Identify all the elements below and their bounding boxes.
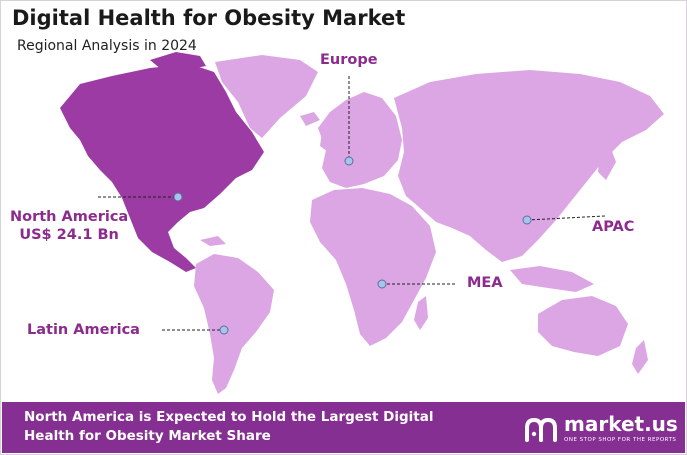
footer-text: North America is Expected to Hold the La…: [24, 409, 434, 444]
page-title: Digital Health for Obesity Market: [12, 6, 406, 30]
japan-shape: [598, 146, 616, 180]
madagascar-shape: [414, 296, 428, 330]
caribbean-shape: [200, 236, 226, 246]
mea-marker: [377, 279, 387, 289]
greenland-shape: [215, 55, 318, 138]
north-america-marker: [173, 192, 183, 202]
world-map: [60, 52, 664, 394]
north-america-value: US$ 24.1 Bn: [19, 227, 119, 243]
asia-shape: [394, 70, 664, 262]
europe-marker: [344, 156, 354, 166]
europe-shape: [318, 92, 402, 188]
southeast-asia-islands-shape: [510, 266, 594, 292]
market-us-logo-icon: [525, 417, 557, 442]
brand-logo: market.us ONE STOP SHOP FOR THE REPORTS: [520, 410, 680, 446]
north-america-shape: [60, 64, 264, 272]
iceland-shape: [300, 112, 320, 126]
footer-banner: North America is Expected to Hold the La…: [2, 402, 685, 453]
latin-america-marker: [219, 325, 229, 335]
brand-tagline: ONE STOP SHOP FOR THE REPORTS: [564, 437, 677, 443]
uk-shape: [320, 126, 336, 152]
page-subtitle: Regional Analysis in 2024: [17, 38, 197, 54]
australia-shape: [538, 296, 628, 356]
apac-marker: [522, 215, 532, 225]
mea-label: MEA: [467, 275, 503, 291]
south-america-shape: [194, 254, 274, 394]
brand-name: market.us: [564, 412, 678, 436]
arctic-islands-shape: [150, 52, 206, 70]
apac-leader-line: [526, 215, 606, 221]
latin-america-label: Latin America: [27, 322, 140, 338]
apac-label: APAC: [592, 219, 635, 235]
europe-label: Europe: [320, 52, 378, 68]
africa-shape: [310, 188, 436, 346]
new-zealand-shape: [632, 340, 648, 374]
north-america-name: North America: [10, 209, 129, 225]
north-america-label: North America US$ 24.1 Bn: [10, 208, 128, 244]
